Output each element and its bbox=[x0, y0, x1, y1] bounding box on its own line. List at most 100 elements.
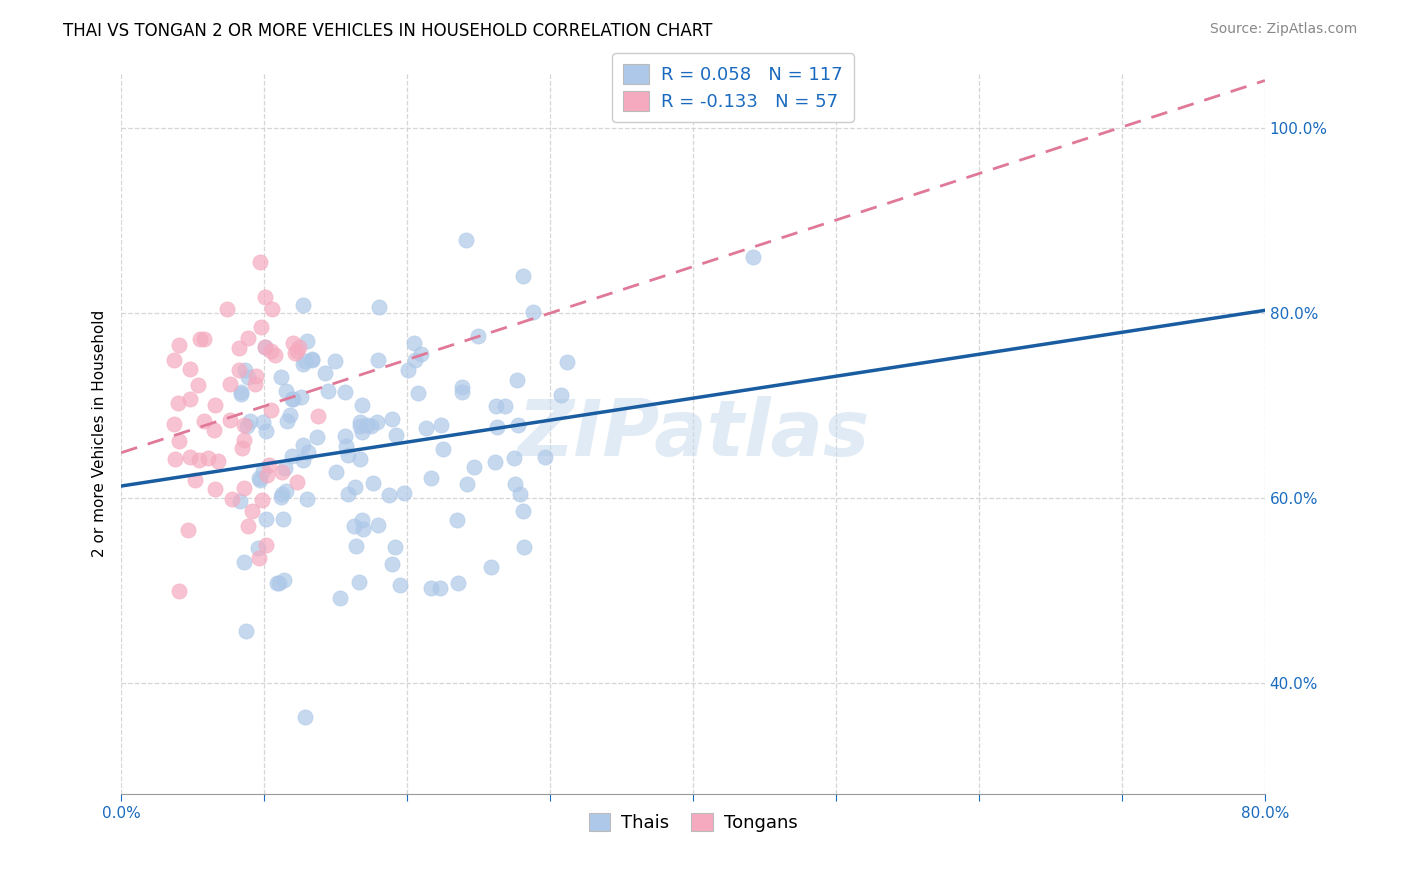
Point bbox=[323, 353, 346, 368]
Point bbox=[454, 233, 477, 247]
Point bbox=[239, 414, 262, 428]
Point bbox=[236, 369, 259, 384]
Point bbox=[484, 455, 506, 469]
Point bbox=[167, 396, 190, 410]
Point bbox=[366, 518, 388, 533]
Point bbox=[389, 578, 412, 592]
Point bbox=[271, 511, 294, 525]
Point bbox=[512, 268, 534, 283]
Point bbox=[228, 363, 250, 377]
Point bbox=[231, 441, 253, 455]
Point bbox=[555, 355, 578, 369]
Point bbox=[207, 454, 229, 468]
Point bbox=[253, 290, 276, 304]
Point bbox=[235, 624, 257, 638]
Point bbox=[284, 346, 307, 360]
Point bbox=[197, 450, 219, 465]
Point bbox=[307, 430, 329, 444]
Point bbox=[356, 417, 378, 432]
Point bbox=[361, 476, 384, 491]
Point bbox=[254, 340, 277, 354]
Point bbox=[188, 453, 211, 467]
Point bbox=[333, 384, 356, 399]
Point bbox=[349, 451, 371, 466]
Y-axis label: 2 or more Vehicles in Household: 2 or more Vehicles in Household bbox=[93, 310, 107, 558]
Point bbox=[485, 400, 508, 414]
Point bbox=[450, 380, 472, 394]
Point bbox=[271, 465, 294, 479]
Point bbox=[245, 369, 267, 384]
Point bbox=[294, 710, 316, 724]
Point bbox=[314, 366, 336, 380]
Point bbox=[236, 519, 259, 533]
Point bbox=[247, 471, 270, 485]
Point bbox=[506, 418, 529, 433]
Point bbox=[463, 459, 485, 474]
Point bbox=[270, 369, 292, 384]
Point bbox=[503, 477, 526, 491]
Point bbox=[276, 414, 298, 428]
Point bbox=[249, 474, 271, 488]
Point bbox=[447, 575, 470, 590]
Point bbox=[169, 434, 191, 448]
Point bbox=[267, 576, 290, 591]
Point bbox=[250, 319, 273, 334]
Point bbox=[292, 297, 315, 311]
Point bbox=[367, 300, 389, 314]
Point bbox=[254, 539, 277, 553]
Point bbox=[415, 420, 437, 434]
Point bbox=[396, 363, 419, 377]
Point bbox=[344, 539, 367, 553]
Point bbox=[291, 437, 314, 451]
Point bbox=[236, 331, 259, 345]
Point bbox=[294, 354, 316, 368]
Point bbox=[429, 582, 451, 596]
Point bbox=[260, 344, 283, 359]
Point bbox=[349, 415, 371, 429]
Point bbox=[350, 513, 373, 527]
Point bbox=[274, 460, 297, 475]
Point bbox=[270, 490, 292, 504]
Point bbox=[343, 519, 366, 533]
Point bbox=[183, 474, 205, 488]
Point bbox=[420, 471, 443, 485]
Point bbox=[228, 342, 250, 356]
Point bbox=[233, 555, 256, 569]
Point bbox=[404, 335, 426, 350]
Point bbox=[254, 425, 277, 439]
Point bbox=[494, 399, 516, 413]
Point bbox=[190, 332, 212, 346]
Point bbox=[263, 347, 285, 361]
Point bbox=[179, 392, 201, 407]
Point bbox=[432, 442, 454, 457]
Point bbox=[352, 523, 374, 537]
Point bbox=[467, 328, 489, 343]
Point bbox=[219, 377, 242, 392]
Point bbox=[179, 362, 201, 376]
Point bbox=[742, 251, 765, 265]
Point bbox=[249, 255, 271, 269]
Point bbox=[165, 452, 187, 467]
Point bbox=[384, 540, 406, 554]
Point bbox=[257, 458, 280, 473]
Point bbox=[254, 512, 277, 526]
Point bbox=[316, 384, 339, 398]
Point bbox=[232, 434, 254, 448]
Point bbox=[281, 392, 304, 407]
Point bbox=[406, 385, 429, 400]
Point bbox=[301, 352, 323, 367]
Point bbox=[281, 335, 304, 350]
Point bbox=[285, 344, 308, 359]
Point bbox=[262, 302, 284, 317]
Point bbox=[260, 402, 283, 417]
Point bbox=[503, 451, 526, 466]
Point bbox=[247, 541, 270, 556]
Point bbox=[202, 423, 225, 437]
Point bbox=[485, 420, 508, 434]
Point bbox=[243, 377, 266, 392]
Point bbox=[506, 374, 529, 388]
Point bbox=[167, 338, 190, 352]
Legend: Thais, Tongans: Thais, Tongans bbox=[582, 806, 804, 839]
Point bbox=[218, 413, 240, 427]
Point bbox=[204, 398, 226, 412]
